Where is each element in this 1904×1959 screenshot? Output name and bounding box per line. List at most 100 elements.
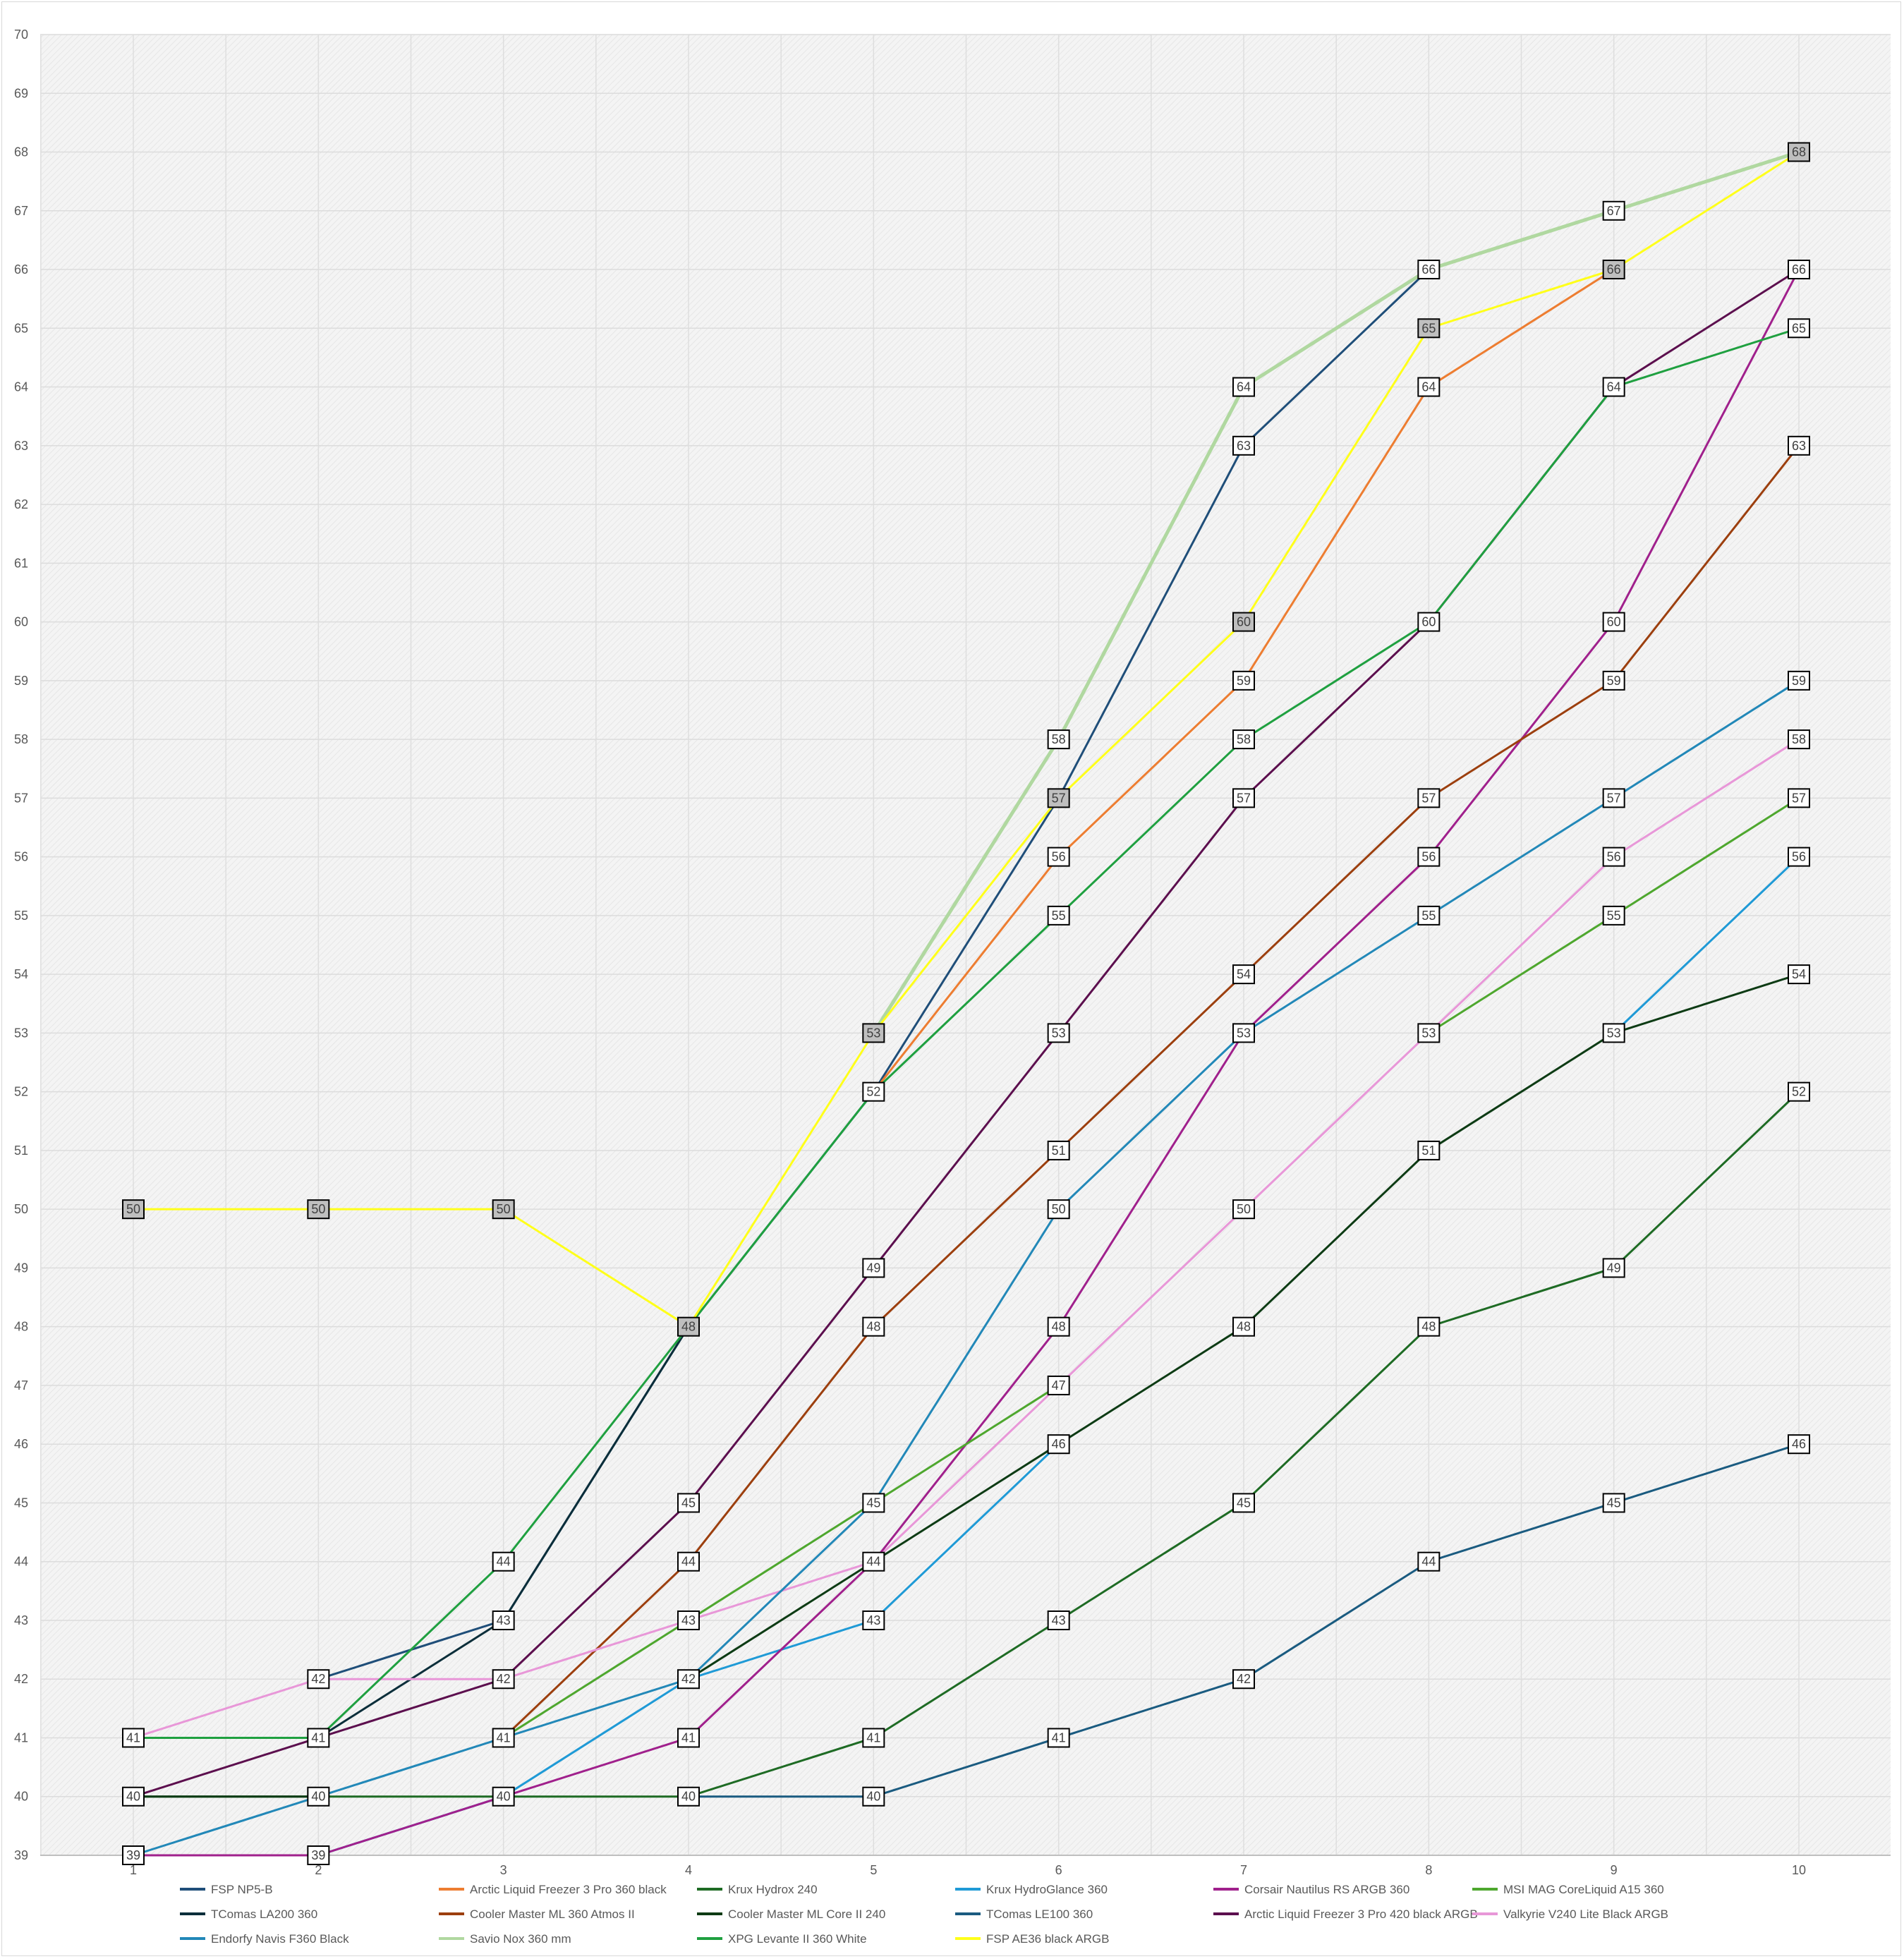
data-label-box [1417, 612, 1441, 632]
data-label-box [1417, 318, 1441, 339]
data-label-box [1232, 612, 1255, 632]
data-label-box [492, 1669, 515, 1690]
data-label: 59 [1607, 674, 1621, 688]
x-tick-label: 2 [315, 1863, 322, 1877]
data-label-box [1232, 670, 1255, 691]
data-label-box [1788, 847, 1810, 867]
data-label: 40 [126, 1790, 140, 1804]
data-label: 45 [866, 1496, 880, 1510]
data-label-box [1047, 1728, 1070, 1748]
data-label: 43 [497, 1613, 511, 1627]
data-label-box [1232, 729, 1255, 750]
y-tick-label: 66 [14, 262, 28, 277]
series-line [132, 738, 1800, 1739]
data-label-box [1232, 435, 1255, 456]
data-label-box [492, 1199, 515, 1220]
data-label-box [1602, 200, 1625, 221]
data-label: 44 [681, 1555, 696, 1569]
data-label-box [1047, 1023, 1070, 1043]
data-label-box [122, 1199, 145, 1220]
y-tick-label: 55 [14, 909, 28, 923]
data-label-box [307, 1786, 330, 1807]
data-label-box [1047, 1199, 1070, 1220]
data-label: 45 [1607, 1496, 1621, 1510]
data-label-box [1602, 1023, 1625, 1043]
data-label: 51 [1052, 1144, 1066, 1158]
data-label: 59 [1237, 674, 1251, 688]
series-line [502, 444, 1800, 1739]
data-label: 60 [1421, 615, 1436, 629]
data-label-box [1047, 1140, 1070, 1160]
y-tick-label: 47 [14, 1378, 28, 1393]
data-label-box [1232, 1023, 1255, 1043]
data-label-box [1602, 1258, 1625, 1278]
data-label-box [677, 1316, 700, 1337]
legend-label: FSP NP5-B [211, 1883, 273, 1896]
data-label-box [307, 1669, 330, 1690]
legend-label: XPG Levante II 360 White [728, 1932, 867, 1946]
data-label: 65 [1421, 321, 1436, 335]
data-label-box [1788, 260, 1810, 280]
data-label-box [1417, 1023, 1441, 1043]
y-tick-label: 44 [14, 1555, 28, 1569]
data-label: 44 [1421, 1555, 1436, 1569]
y-tick-label: 42 [14, 1672, 28, 1686]
data-label-box [1417, 1140, 1441, 1160]
series-line [132, 327, 1800, 1739]
x-tick-label: 10 [1792, 1863, 1806, 1877]
data-label-box [1788, 964, 1810, 985]
data-label: 46 [1052, 1437, 1066, 1451]
data-label-box [1788, 670, 1810, 691]
data-label: 65 [1792, 321, 1806, 335]
data-label-box [1602, 670, 1625, 691]
y-tick-label: 51 [14, 1144, 28, 1158]
y-tick-label: 69 [14, 86, 28, 100]
legend-label: TComas LA200 360 [211, 1908, 317, 1921]
x-tick-label: 4 [685, 1863, 692, 1877]
legend-label: Krux Hydrox 240 [728, 1883, 818, 1896]
data-label-box [1232, 1316, 1255, 1337]
data-label: 59 [1792, 674, 1806, 688]
data-label: 43 [1052, 1613, 1066, 1627]
y-tick-label: 61 [14, 556, 28, 570]
data-label: 48 [1237, 1320, 1251, 1334]
data-label-box [862, 1551, 885, 1572]
legend-label: Endorfy Navis F360 Black [211, 1932, 349, 1946]
x-tick-label: 5 [870, 1863, 877, 1877]
data-label: 42 [497, 1672, 511, 1686]
data-label: 50 [1237, 1202, 1251, 1216]
data-label: 39 [126, 1848, 140, 1862]
data-label-box [492, 1728, 515, 1748]
data-label-box [307, 1845, 330, 1865]
y-tick-label: 48 [14, 1320, 28, 1334]
data-label: 56 [1607, 850, 1621, 864]
data-label: 44 [866, 1555, 880, 1569]
data-label: 41 [126, 1730, 140, 1745]
y-axis: 39 40 41 42 43 44 45 46 47 48 49 50 51 52 53 54 55 56 57 58… [14, 28, 28, 1862]
data-label: 56 [1052, 850, 1066, 864]
data-label-box [1417, 377, 1441, 397]
y-tick-label: 59 [14, 674, 28, 688]
data-label: 45 [1237, 1496, 1251, 1510]
data-label: 55 [1607, 909, 1621, 923]
legend-label: TComas LE100 360 [986, 1908, 1093, 1921]
data-label: 66 [1792, 262, 1806, 277]
y-tick-label: 46 [14, 1437, 28, 1451]
data-label: 47 [1052, 1378, 1066, 1393]
data-label: 48 [681, 1320, 696, 1334]
data-label: 53 [1607, 1026, 1621, 1040]
data-label-box [862, 1493, 885, 1513]
y-tick-label: 54 [14, 967, 28, 981]
data-label-box [492, 1551, 515, 1572]
data-label-box [1232, 1199, 1255, 1220]
data-label: 41 [681, 1730, 696, 1745]
legend-label: Savio Nox 360 mm [470, 1932, 571, 1946]
data-label-box [1602, 1493, 1625, 1513]
series-line [871, 150, 1801, 1035]
series-line [132, 1091, 1800, 1798]
data-label-box [1232, 377, 1255, 397]
data-label: 57 [1792, 791, 1806, 805]
data-label: 53 [1237, 1026, 1251, 1040]
